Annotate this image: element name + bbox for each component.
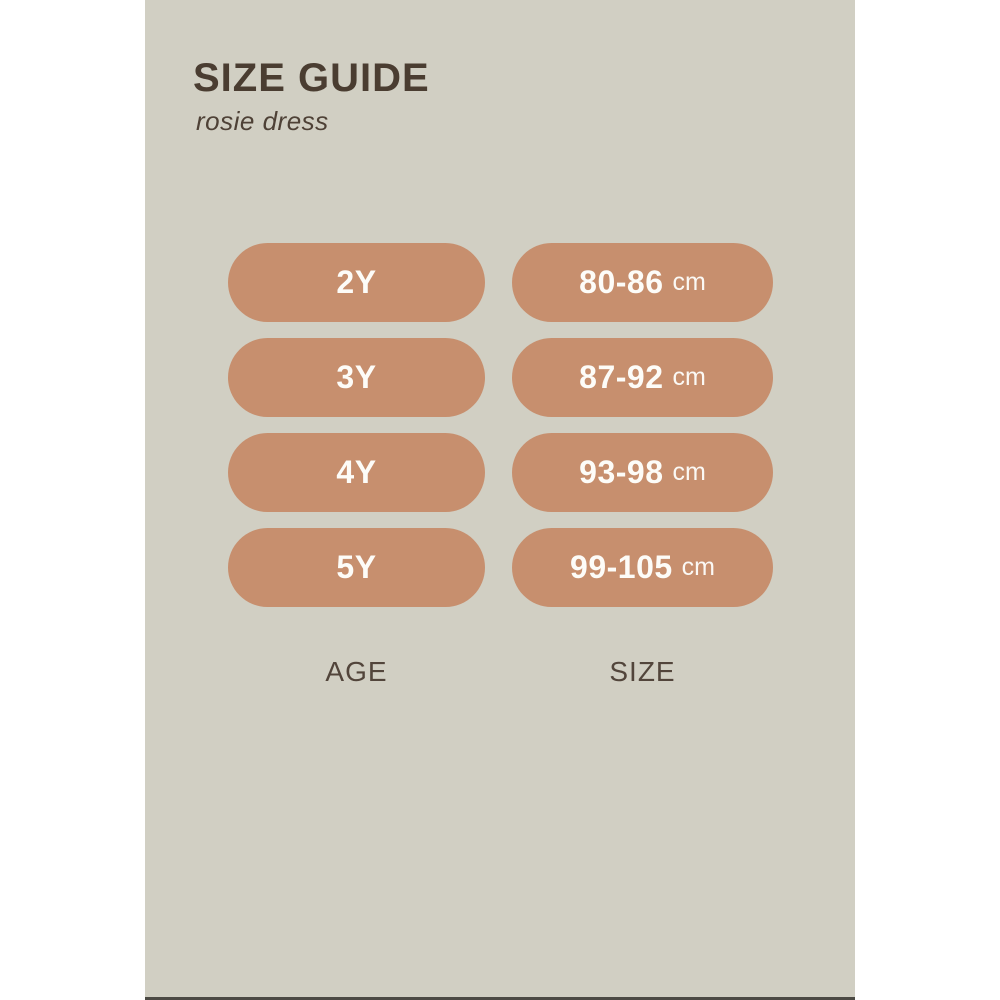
age-pill: 2Y [228, 243, 485, 322]
age-value: 3Y [336, 359, 377, 395]
size-unit: cm [672, 458, 706, 486]
table-row: 3Y 87-92 cm [228, 338, 1000, 417]
size-pill: 80-86 cm [512, 243, 773, 322]
column-labels: AGE SIZE [228, 656, 1000, 688]
age-value: 4Y [336, 454, 377, 490]
age-pill: 4Y [228, 433, 485, 512]
age-pill: 3Y [228, 338, 485, 417]
age-column-label: AGE [325, 656, 388, 687]
table-row: 4Y 93-98 cm [228, 433, 1000, 512]
size-table: 2Y 80-86 cm 3Y 87-92 cm 4Y [0, 243, 1000, 688]
size-pill: 87-92 cm [512, 338, 773, 417]
size-unit: cm [681, 553, 715, 581]
size-value: 80-86 [579, 264, 664, 300]
table-row: 5Y 99-105 cm [228, 528, 1000, 607]
content-panel: SIZE GUIDE rosie dress 2Y 80-86 cm 3Y 87… [145, 0, 855, 1000]
page-title: SIZE GUIDE [193, 56, 430, 100]
size-value: 99-105 [570, 549, 673, 585]
page-subtitle: rosie dress [196, 106, 329, 136]
size-unit: cm [672, 363, 706, 391]
panel-bottom-edge [145, 997, 855, 1000]
size-unit: cm [672, 268, 706, 296]
size-value: 93-98 [579, 454, 664, 490]
age-value: 5Y [336, 549, 377, 585]
size-pill: 93-98 cm [512, 433, 773, 512]
size-pill: 99-105 cm [512, 528, 773, 607]
age-value: 2Y [336, 264, 377, 300]
size-column-label: SIZE [609, 656, 676, 687]
age-pill: 5Y [228, 528, 485, 607]
table-row: 2Y 80-86 cm [228, 243, 1000, 322]
size-value: 87-92 [579, 359, 664, 395]
